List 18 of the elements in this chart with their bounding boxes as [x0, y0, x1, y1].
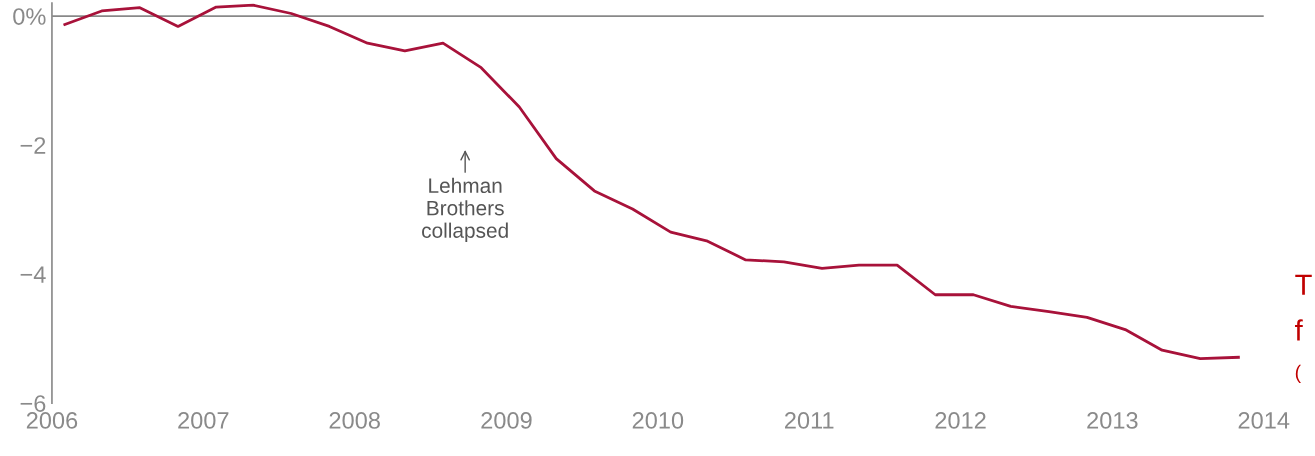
x-tick-label: 2012	[935, 412, 986, 429]
text: T	[1295, 274, 1312, 295]
x-tick-label: 2006	[26, 412, 78, 429]
y-tick-label: −2	[20, 137, 46, 154]
annotation: Lehman Brothers collapsed	[422, 177, 508, 243]
x-tick-label: 2013	[1087, 412, 1138, 429]
x-tick-label: 2011	[785, 412, 834, 429]
y-tick-label: 0%	[13, 8, 46, 25]
x-tick-label: 2010	[632, 412, 684, 429]
line-series	[63, 3, 1240, 360]
text: (	[1295, 364, 1301, 383]
x-tick-label: 2008	[329, 412, 380, 429]
x-tick-label: 2007	[178, 412, 229, 429]
y-tick-label: −4	[20, 266, 46, 283]
text: f	[1295, 319, 1303, 341]
y-tick-label: −6	[20, 395, 46, 412]
x-tick-label: 2014	[1238, 412, 1290, 429]
x-tick-label: 2009	[481, 412, 532, 429]
